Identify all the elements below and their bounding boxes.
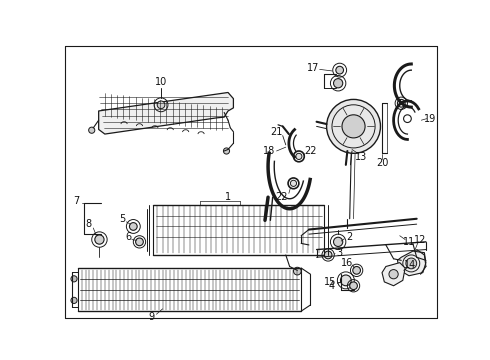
Circle shape bbox=[294, 267, 301, 275]
Text: 18: 18 bbox=[263, 146, 275, 156]
Circle shape bbox=[89, 127, 95, 133]
Text: 10: 10 bbox=[155, 77, 167, 87]
Circle shape bbox=[327, 99, 381, 153]
Text: 6: 6 bbox=[125, 232, 132, 242]
Circle shape bbox=[71, 297, 77, 303]
Polygon shape bbox=[382, 263, 405, 286]
Text: 9: 9 bbox=[148, 311, 154, 321]
Text: 15: 15 bbox=[324, 277, 337, 287]
Text: 22: 22 bbox=[304, 146, 317, 156]
Circle shape bbox=[334, 237, 343, 247]
Text: 3: 3 bbox=[337, 248, 343, 258]
Circle shape bbox=[350, 282, 357, 289]
Circle shape bbox=[406, 258, 416, 269]
Circle shape bbox=[341, 275, 351, 286]
Text: 5: 5 bbox=[120, 214, 125, 224]
Text: 4: 4 bbox=[329, 281, 335, 291]
Circle shape bbox=[136, 238, 144, 246]
Circle shape bbox=[157, 101, 165, 109]
Circle shape bbox=[129, 222, 137, 230]
Polygon shape bbox=[397, 251, 426, 276]
Circle shape bbox=[291, 180, 296, 186]
Circle shape bbox=[334, 78, 343, 88]
Text: 8: 8 bbox=[86, 219, 92, 229]
Circle shape bbox=[336, 66, 343, 74]
Text: 14: 14 bbox=[404, 260, 416, 270]
Circle shape bbox=[324, 251, 332, 259]
Circle shape bbox=[342, 115, 365, 138]
Circle shape bbox=[389, 270, 398, 279]
Circle shape bbox=[71, 276, 77, 282]
Text: 20: 20 bbox=[376, 158, 388, 167]
Circle shape bbox=[353, 266, 361, 274]
Text: 16: 16 bbox=[341, 258, 353, 267]
Text: 22: 22 bbox=[276, 192, 288, 202]
Text: 11: 11 bbox=[403, 237, 415, 247]
Text: 13: 13 bbox=[355, 152, 368, 162]
Circle shape bbox=[95, 235, 104, 244]
Text: 19: 19 bbox=[424, 114, 436, 123]
Text: 21: 21 bbox=[270, 127, 283, 137]
Text: 7: 7 bbox=[73, 196, 79, 206]
Circle shape bbox=[223, 148, 230, 154]
Polygon shape bbox=[98, 93, 233, 134]
Text: 17: 17 bbox=[307, 63, 319, 73]
Text: 12: 12 bbox=[415, 235, 427, 244]
Text: 1: 1 bbox=[225, 192, 231, 202]
Circle shape bbox=[296, 153, 302, 159]
Text: 2: 2 bbox=[346, 232, 352, 242]
